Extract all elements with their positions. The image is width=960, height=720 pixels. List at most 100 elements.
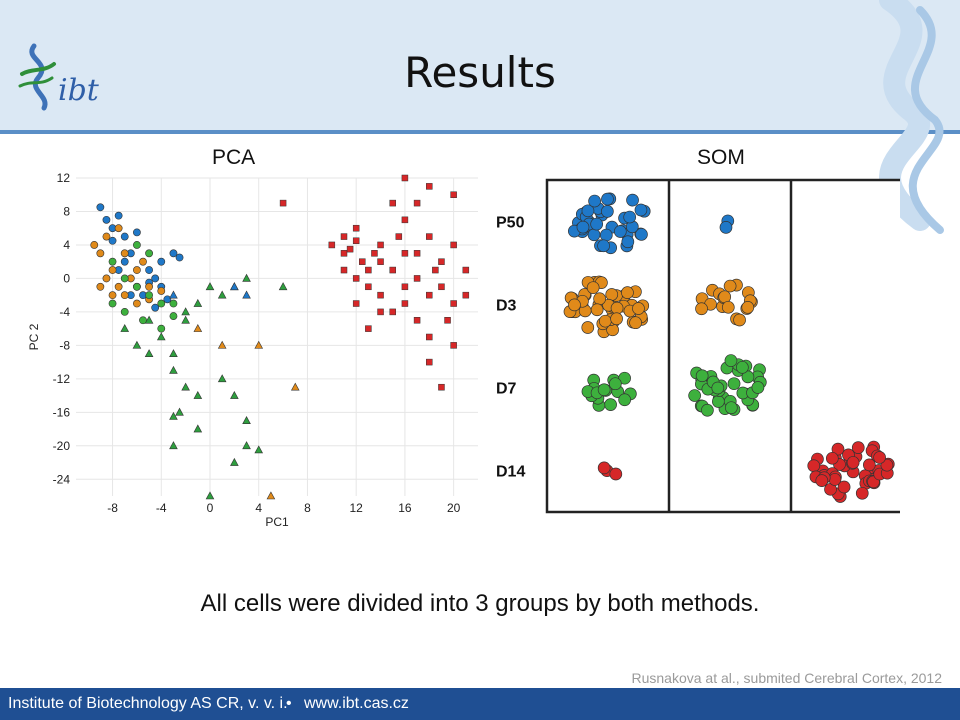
pca-x-tick-label: -4 xyxy=(156,501,167,515)
pca-point-circle xyxy=(133,241,141,249)
pca-point-circle xyxy=(108,291,117,300)
pca-point-square xyxy=(371,250,378,257)
som-point xyxy=(621,235,635,249)
pca-point-circle xyxy=(175,253,184,262)
pca-point-circle xyxy=(108,257,117,266)
som-point xyxy=(634,203,648,217)
pca-point-circle xyxy=(151,303,160,312)
pca-point-square xyxy=(413,275,421,282)
pca-point-triangle xyxy=(254,340,264,349)
pca-point-square xyxy=(365,283,372,291)
pca-point-square xyxy=(340,233,348,240)
pca-point-circle xyxy=(90,241,99,249)
logo-text: ibt xyxy=(58,73,100,108)
pca-point-circle xyxy=(163,295,172,304)
pca-point-square xyxy=(389,308,396,316)
pca-point-triangle xyxy=(181,382,190,391)
som-point xyxy=(598,314,612,328)
pca-point-triangle xyxy=(193,424,203,433)
som-point xyxy=(873,451,886,464)
pca-y-axis-label: PC 2 xyxy=(27,323,41,350)
som-point xyxy=(609,467,623,481)
slide-caption: All cells were divided into 3 groups by … xyxy=(200,590,760,617)
pca-point-circle xyxy=(157,299,166,308)
pca-point-triangle xyxy=(290,382,300,391)
som-point xyxy=(605,288,619,301)
pca-point-square xyxy=(401,174,409,182)
pca-point-square xyxy=(426,291,433,299)
ribbon-decoration xyxy=(879,0,944,234)
pca-y-tick-label: -4 xyxy=(59,305,70,319)
som-point xyxy=(587,228,601,242)
ibt-logo: ibt xyxy=(18,43,100,111)
pca-point-triangle xyxy=(193,324,203,332)
pca-point-triangle xyxy=(230,282,239,291)
som-point xyxy=(862,458,876,472)
som-point xyxy=(807,459,821,473)
pca-y-tick-label: 4 xyxy=(63,238,70,252)
pca-point-triangle xyxy=(230,457,239,466)
som-point xyxy=(751,381,765,394)
pca-point-triangle xyxy=(242,441,251,450)
pca-point-circle xyxy=(157,287,166,295)
pca-y-tick-label: 12 xyxy=(57,171,71,185)
pca-point-triangle xyxy=(175,407,184,416)
som-point xyxy=(626,193,639,207)
pca-point-square xyxy=(401,216,409,224)
som-point xyxy=(831,442,845,456)
pca-x-axis-label: PC1 xyxy=(265,515,289,528)
pca-point-square xyxy=(340,250,348,257)
som-point xyxy=(576,220,590,234)
pca-point-square xyxy=(450,191,457,198)
pca-y-tick-label: -20 xyxy=(53,439,71,453)
som-point xyxy=(695,369,709,383)
pca-point-square xyxy=(389,199,396,207)
slide-title: Results xyxy=(404,48,556,97)
pca-point-square xyxy=(432,266,439,274)
pca-point-circle xyxy=(169,299,178,308)
pca-point-square xyxy=(426,358,433,366)
pca-point-triangle xyxy=(242,273,251,282)
som-point xyxy=(855,486,869,500)
som-point xyxy=(601,192,614,206)
pca-point-circle xyxy=(133,282,141,291)
pca-point-circle xyxy=(145,266,153,274)
pca-point-square xyxy=(401,300,409,307)
footer-website[interactable]: www.ibt.cas.cz xyxy=(304,695,409,712)
pca-y-tick-label: 0 xyxy=(63,271,70,285)
footer-bar: Institute of Biotechnology AS CR, v. v. … xyxy=(0,688,960,720)
som-point xyxy=(733,313,746,327)
pca-point-square xyxy=(462,291,470,299)
som-point xyxy=(621,286,634,299)
pca-point-circle xyxy=(120,249,129,258)
som-point xyxy=(719,221,733,234)
pca-point-square xyxy=(377,241,384,249)
pca-point-circle xyxy=(120,232,129,241)
pca-point-triangle xyxy=(242,290,251,299)
som-point xyxy=(593,292,606,306)
som-point xyxy=(610,312,623,326)
som-point xyxy=(723,279,737,293)
pca-point-square xyxy=(438,258,445,265)
pca-point-circle xyxy=(108,236,117,245)
som-point xyxy=(588,194,601,208)
header-band xyxy=(0,0,960,130)
pca-point-triangle xyxy=(132,340,142,349)
som-point xyxy=(581,321,595,334)
pca-point-square xyxy=(450,300,457,307)
citation: Rusnakova at al., submited Cerebral Cort… xyxy=(631,670,943,686)
pca-point-circle xyxy=(96,282,105,291)
som-point xyxy=(846,456,860,469)
pca-point-circle xyxy=(145,291,153,300)
pca-x-tick-label: 20 xyxy=(447,501,461,515)
som-point xyxy=(618,393,632,407)
pca-point-triangle xyxy=(205,491,215,500)
pca-point-triangle xyxy=(120,324,130,332)
pca-point-triangle xyxy=(217,290,227,299)
pca-point-triangle xyxy=(193,390,203,399)
pca-point-square xyxy=(438,283,445,291)
som-point xyxy=(599,228,613,242)
pca-point-square xyxy=(413,250,421,257)
som-point xyxy=(613,225,627,238)
pca-point-triangle xyxy=(144,349,154,358)
